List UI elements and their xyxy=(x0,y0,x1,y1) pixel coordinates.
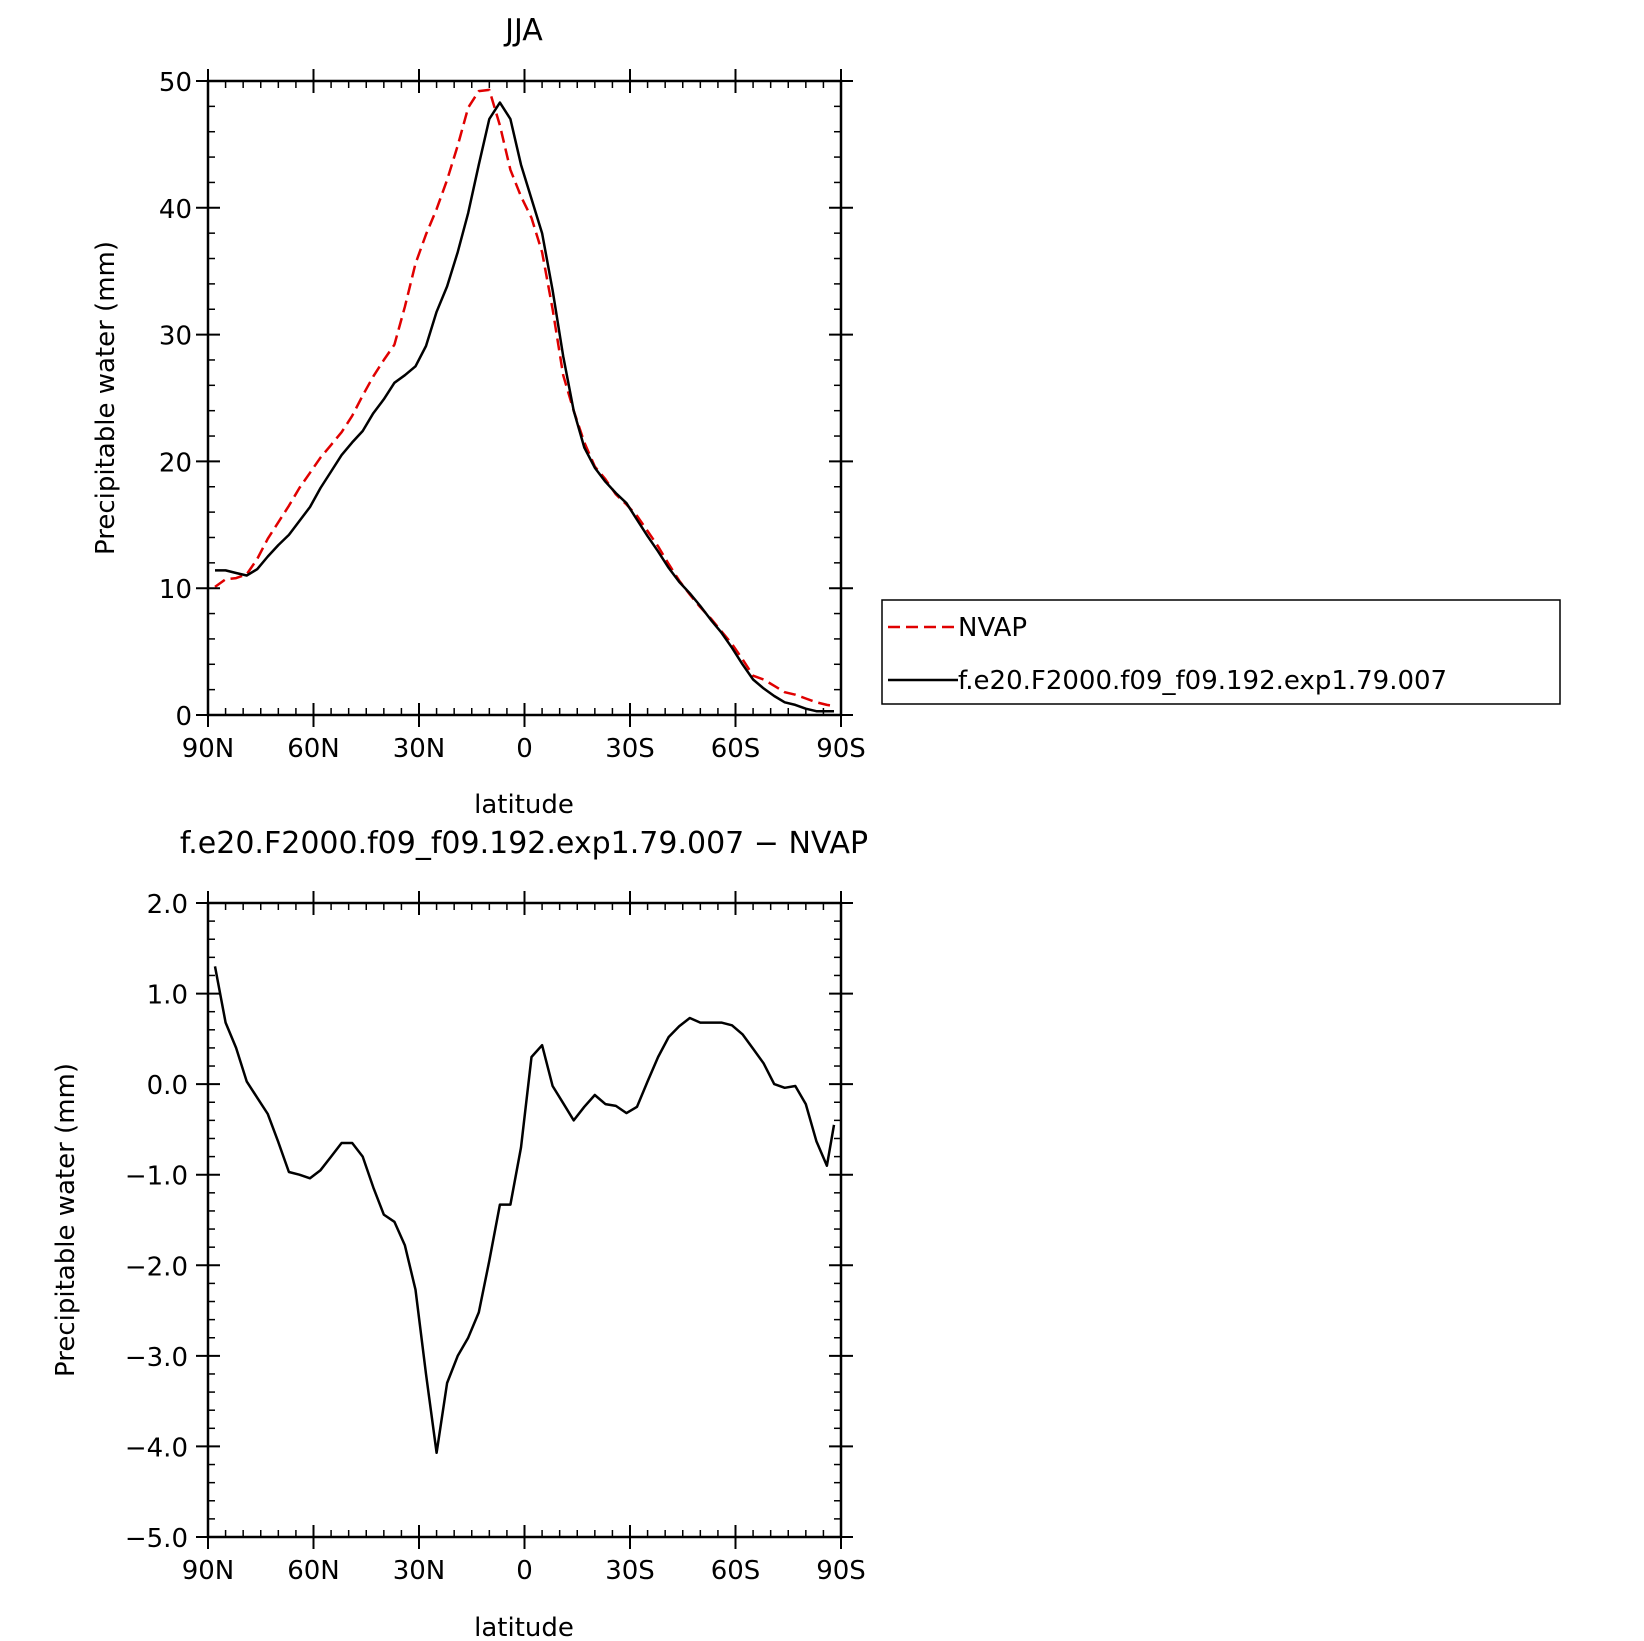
top-chart-title: JJA xyxy=(503,13,543,48)
top-x-tick-label: 30N xyxy=(393,734,446,764)
top-x-tick-label: 60N xyxy=(287,734,340,764)
top-panel: JJA 90N 60N 30N 0 30S 60S 90S 0 10 20 30 40 50 latit… xyxy=(91,13,866,820)
top-y-tick-label: 0 xyxy=(175,702,192,732)
bottom-x-axis-label: latitude xyxy=(474,1613,574,1641)
top-y-tick-label: 10 xyxy=(159,575,192,605)
top-series-line-nvap xyxy=(214,88,835,708)
legend-box xyxy=(881,599,1561,705)
top-x-tick-label: 30S xyxy=(605,734,655,764)
bottom-x-tick-label: 60S xyxy=(711,1556,761,1586)
top-x-tick-label: 60S xyxy=(711,734,761,764)
bottom-x-tick-label: 60N xyxy=(287,1556,340,1586)
bottom-chart-title: f.e20.F2000.f09_f09.192.exp1.79.007 − NV… xyxy=(180,826,868,861)
top-y-tick-label: 40 xyxy=(159,195,192,225)
bottom-y-tick-label: −5.0 xyxy=(125,1524,188,1554)
top-x-tick-label: 0 xyxy=(516,734,533,764)
top-x-axis-label: latitude xyxy=(474,790,574,820)
bottom-series-group xyxy=(213,966,836,1455)
bottom-plot-frame xyxy=(206,901,843,1539)
top-y-tick-label: 50 xyxy=(159,68,192,98)
bottom-x-tick-label: 90N xyxy=(182,1556,235,1586)
bottom-y-tick-label: 2.0 xyxy=(147,890,188,920)
bottom-y-tick-label: −4.0 xyxy=(125,1433,188,1463)
bottom-y-tick-label: 0.0 xyxy=(147,1071,188,1101)
bottom-y-tick-label: −2.0 xyxy=(125,1252,188,1282)
top-x-tick-label: 90N xyxy=(182,734,235,764)
bottom-x-tick-label: 30N xyxy=(393,1556,446,1586)
top-y-tick-label: 30 xyxy=(159,322,192,352)
bottom-panel: f.e20.F2000.f09_f09.192.exp1.79.007 − NV… xyxy=(51,826,868,1641)
top-ticks-group: 90N 60N 30N 0 30S 60S 90S 0 10 20 30 40 50 xyxy=(159,68,866,764)
top-y-axis-label: Precipitable water (mm) xyxy=(91,241,121,555)
bottom-x-tick-label: 90S xyxy=(816,1556,866,1586)
legend-nvap-label: NVAP xyxy=(958,613,1027,643)
bottom-x-tick-label: 0 xyxy=(516,1556,533,1586)
top-series-line-f-e20-f2000-f09-f09-192-exp1-79-007 xyxy=(215,101,834,713)
bottom-x-tick-label: 30S xyxy=(605,1556,655,1586)
top-series-group xyxy=(214,88,835,713)
legend-model-label: f.e20.F2000.f09_f09.192.exp1.79.007 xyxy=(958,666,1447,696)
top-x-tick-label: 90S xyxy=(816,734,866,764)
bottom-ticks-group: 90N 60N 30N 0 30S 60S 90S 2.0 1.0 0.0 −1.0 −2.0 −3.0… xyxy=(125,890,866,1586)
bottom-y-tick-label: 1.0 xyxy=(147,981,188,1011)
top-y-tick-label: 20 xyxy=(159,448,192,478)
bottom-y-axis-label: Precipitable water (mm) xyxy=(51,1063,81,1377)
bottom-y-tick-label: −1.0 xyxy=(125,1162,188,1192)
legend: NVAP f.e20.F2000.f09_f09.192.exp1.79.007 xyxy=(881,599,1561,705)
bottom-y-tick-label: −3.0 xyxy=(125,1343,188,1373)
bottom-series-line-0 xyxy=(213,966,836,1455)
